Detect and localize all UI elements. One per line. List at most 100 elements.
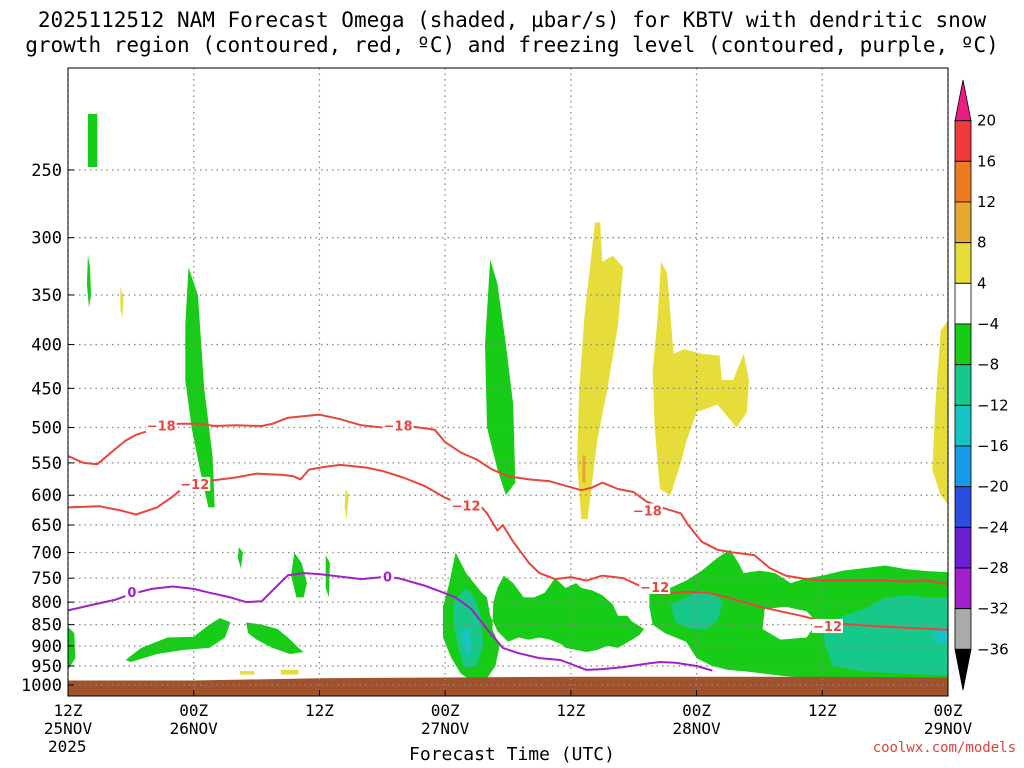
x-tick-label-36-line2: 27NOV <box>421 719 470 738</box>
colorbar-label: 4 <box>977 274 987 292</box>
omega-region-23 <box>932 626 948 644</box>
x-tick-label-60-line2: 28NOV <box>672 719 721 738</box>
colorbar-label: −8 <box>977 356 999 374</box>
colorbar-label: −4 <box>977 315 999 333</box>
omega-region-5 <box>485 259 516 496</box>
y-tick-label-400: 400 <box>31 336 62 356</box>
omega-region-2 <box>86 255 91 308</box>
omega-region-1 <box>87 113 98 167</box>
omega-region-6 <box>577 222 624 520</box>
y-tick-label-750: 750 <box>31 569 62 589</box>
contour-label-minus-18: −18 <box>633 504 662 519</box>
x-tick-label-48-line1: 12Z <box>556 701 585 720</box>
contour-0 <box>67 572 713 672</box>
y-tick-label-450: 450 <box>31 379 62 399</box>
colorbar-label: 12 <box>977 193 996 211</box>
x-tick-label-12-line2: 26NOV <box>170 719 219 738</box>
omega-region-10 <box>344 489 349 520</box>
omega-region-24 <box>762 606 817 640</box>
y-axis: 2503003504004505005506006507007508008509… <box>21 161 74 696</box>
contour-label-bg <box>382 418 414 433</box>
colorbar-swatch-15 <box>954 648 972 691</box>
x-tick-label-12-line1: 00Z <box>179 701 208 720</box>
omega-region-11 <box>237 547 243 569</box>
contour-label-minus-18: −18 <box>384 419 413 434</box>
y-tick-label-700: 700 <box>31 544 62 564</box>
y-tick-label-300: 300 <box>31 229 62 249</box>
contour-label-minus-12: −12 <box>640 581 669 596</box>
omega-region-16 <box>68 626 76 670</box>
colorbar-swatch-9 <box>954 404 972 447</box>
omega-region-26 <box>280 669 299 675</box>
contour-label-bg <box>125 584 139 599</box>
colorbar-swatch-5 <box>954 242 972 284</box>
contour-label-bg <box>631 503 663 518</box>
contour-label-bg <box>179 476 211 491</box>
y-tick-label-1000: 1000 <box>21 676 62 696</box>
x-tick-label-84-line1: 00Z <box>934 701 963 720</box>
x-tick-label-60-line1: 00Z <box>682 701 711 720</box>
contour-label-minus-12: −12 <box>452 500 481 515</box>
colorbar-label: −12 <box>977 396 1009 414</box>
ground-layer <box>68 676 948 696</box>
contour-label-minus-18: −18 <box>147 419 176 434</box>
omega-region-19 <box>461 629 472 659</box>
title-line-1: 2025112512 NAM Forecast Omega (shaded, µ… <box>37 8 987 32</box>
y-tick-label-850: 850 <box>31 616 62 636</box>
colorbar-swatch-14 <box>954 608 972 650</box>
colorbar-label: −28 <box>977 559 1009 577</box>
omega-region-8 <box>652 261 749 496</box>
y-tick-label-800: 800 <box>31 593 62 613</box>
ground-surface <box>68 676 948 696</box>
colorbar-label: −36 <box>977 640 1009 658</box>
colorbar-label: −32 <box>977 600 1009 618</box>
omega-region-14 <box>125 618 231 662</box>
colorbar-swatch-8 <box>954 364 972 406</box>
contour-label-bg <box>381 569 395 584</box>
colorbar-swatch-3 <box>954 160 972 203</box>
colorbar-label: 8 <box>977 234 987 252</box>
y-tick-label-250: 250 <box>31 161 62 181</box>
title-line-2: growth region (contoured, red, ºC) and f… <box>25 33 999 57</box>
colorbar-label: −24 <box>977 518 1009 536</box>
colorbar-swatch-2 <box>954 120 972 162</box>
colorbar-label: −16 <box>977 437 1009 455</box>
chart-title: 2025112512 NAM Forecast Omega (shaded, µ… <box>0 8 1024 58</box>
x-tick-label-0-line1: 12Z <box>54 701 83 720</box>
contour-label-minus-12: −12 <box>813 620 842 635</box>
y-tick-label-650: 650 <box>31 516 62 536</box>
colorbar: 20 16 12 8 4 −4 −8 −12 −16 −20 −24 −28 −32 −36 <box>954 79 1009 691</box>
omega-region-22 <box>822 595 948 676</box>
colorbar-label: 16 <box>977 152 996 170</box>
y-tick-label-500: 500 <box>31 418 62 438</box>
colorbar-swatch-10 <box>954 445 972 488</box>
omega-region-18 <box>453 587 483 668</box>
colorbar-label: 20 <box>977 112 996 130</box>
y-tick-label-950: 950 <box>31 657 62 677</box>
omega-region-3 <box>120 286 124 318</box>
x-tick-label-36-line1: 00Z <box>431 701 460 720</box>
omega-region-15 <box>246 622 304 654</box>
colorbar-swatch-11 <box>954 486 972 528</box>
contour-minus-18 <box>67 413 949 585</box>
omega-region-13 <box>325 555 330 598</box>
contour-label-bg <box>639 579 671 594</box>
omega-region-9 <box>932 320 948 505</box>
colorbar-swatch-12 <box>954 526 972 569</box>
colorbar-swatch-13 <box>954 567 972 610</box>
colorbar-label: −20 <box>977 478 1009 496</box>
omega-region-21 <box>670 590 723 629</box>
contour-minus-12 <box>67 463 949 631</box>
y-tick-label-900: 900 <box>31 637 62 657</box>
y-tick-label-550: 550 <box>31 454 62 474</box>
colorbar-swatch-6 <box>954 282 972 325</box>
y-tick-label-600: 600 <box>31 486 62 506</box>
y-tick-label-350: 350 <box>31 286 62 306</box>
x-axis-label: Forecast Time (UTC) <box>409 744 615 765</box>
omega-region-7 <box>582 454 586 483</box>
omega-region-4 <box>185 267 215 508</box>
colorbar-swatch-7 <box>954 323 972 366</box>
colorbar-swatch-4 <box>954 201 972 244</box>
